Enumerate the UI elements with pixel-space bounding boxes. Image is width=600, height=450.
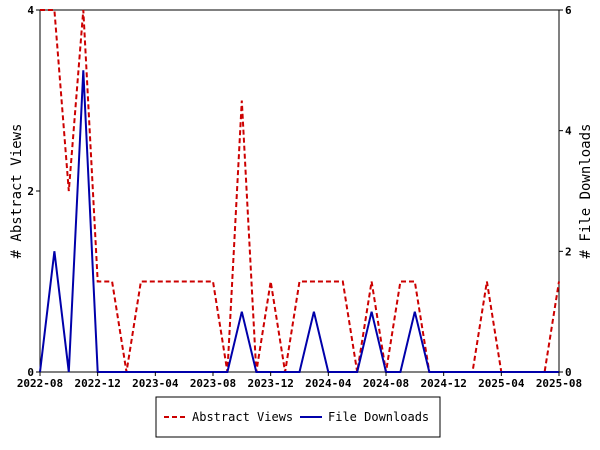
x-tick-label: 2023-08 — [190, 377, 236, 390]
right-y-axis-title: # File Downloads — [578, 124, 594, 259]
left-y-tick-label: 4 — [27, 4, 34, 17]
x-tick-label: 2023-12 — [247, 377, 293, 390]
series-layer — [39, 9, 560, 373]
left-y-tick-label: 2 — [27, 185, 34, 198]
right-y-tick-label: 6 — [565, 4, 572, 17]
legend-label-file-downloads: File Downloads — [328, 410, 429, 424]
right-y-tick-label: 4 — [565, 125, 572, 138]
x-tick-label: 2023-04 — [132, 377, 179, 390]
x-tick-label: 2025-04 — [478, 377, 525, 390]
x-tick-label: 2025-08 — [536, 377, 582, 390]
right-y-tick-label: 0 — [565, 366, 572, 379]
legend-box — [155, 396, 441, 438]
series-line-file-downloads — [39, 70, 559, 373]
x-tick-label: 2024-12 — [420, 377, 466, 390]
x-tick-label: 2024-08 — [363, 377, 409, 390]
right-y-tick-label: 2 — [565, 245, 572, 258]
left-y-axis-title: # Abstract Views — [9, 124, 25, 259]
legend-label-abstract-views: Abstract Views — [192, 410, 293, 424]
right-y-axis-ticks: 0 2 4 6 — [559, 4, 572, 379]
x-tick-label: 2024-04 — [305, 377, 352, 390]
legend: Abstract Views File Downloads — [155, 396, 441, 438]
x-axis-ticks: 2022-08 2022-12 2023-04 2023-08 2023-12 2024-… — [17, 372, 582, 390]
left-y-axis-ticks: 0 2 4 — [27, 4, 40, 379]
plot-area — [39, 9, 560, 373]
x-tick-label: 2022-08 — [17, 377, 63, 390]
left-y-tick-label: 0 — [27, 366, 34, 379]
x-tick-label: 2022-12 — [74, 377, 120, 390]
